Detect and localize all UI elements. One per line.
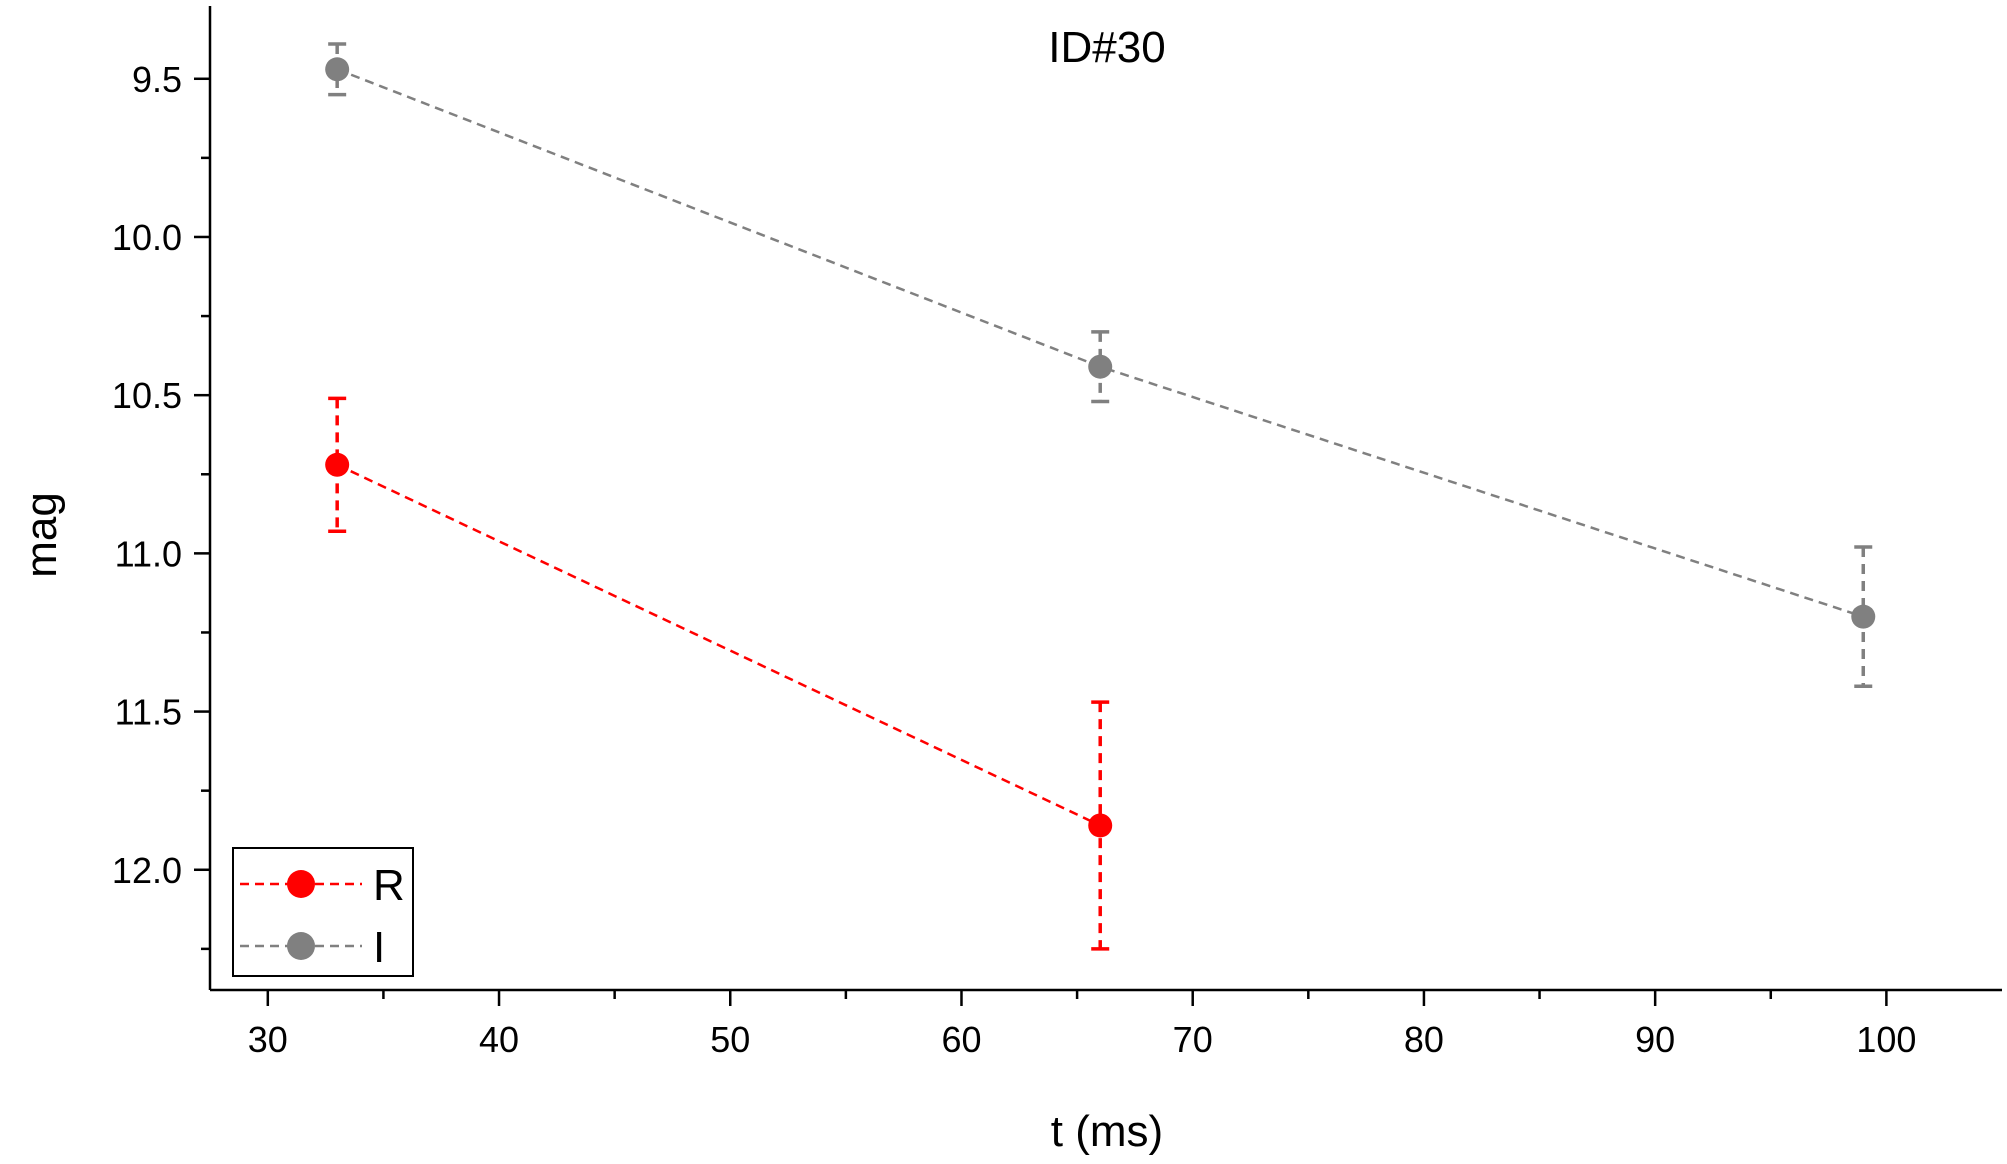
legend-box [232,847,414,977]
x-tick-label: 70 [1173,1019,1213,1060]
legend-label: I [373,923,385,972]
data-point [1088,354,1113,379]
series-R [325,396,1113,951]
y-tick-label: 10.0 [112,217,182,258]
legend-marker [287,932,315,960]
chart-title: ID#30 [1048,23,1165,72]
series-I [325,42,1876,689]
series-line [336,68,1864,618]
y-tick-label: 11.0 [115,533,182,574]
data-point [1851,604,1876,629]
data-point [325,57,350,82]
x-axis-title: t (ms) [1051,1107,1163,1156]
x-tick-label: 40 [479,1019,519,1060]
series-layer [325,42,1876,951]
x-tick-label: 100 [1856,1019,1916,1060]
legend-label: R [373,861,405,910]
x-tick-label: 80 [1404,1019,1444,1060]
x-tick-label: 90 [1635,1019,1675,1060]
y-tick-label: 10.5 [112,375,182,416]
legend-marker [287,870,315,898]
y-axis-title: mag [17,492,66,578]
y-tick-label: 11.5 [115,692,182,733]
ticks-layer: 30 40 50 60 70 80 90 100 9.5 10.0 10.5 11.0 11.5 12.0 [112,59,1917,1060]
legend: RI [232,847,414,977]
data-point [325,452,350,477]
y-tick-label: 12.0 [112,850,182,891]
series-line [336,463,1101,827]
data-point [1088,813,1113,838]
x-tick-label: 60 [941,1019,981,1060]
y-tick-label: 9.5 [132,59,182,100]
x-tick-label: 50 [710,1019,750,1060]
x-tick-label: 30 [248,1019,288,1060]
